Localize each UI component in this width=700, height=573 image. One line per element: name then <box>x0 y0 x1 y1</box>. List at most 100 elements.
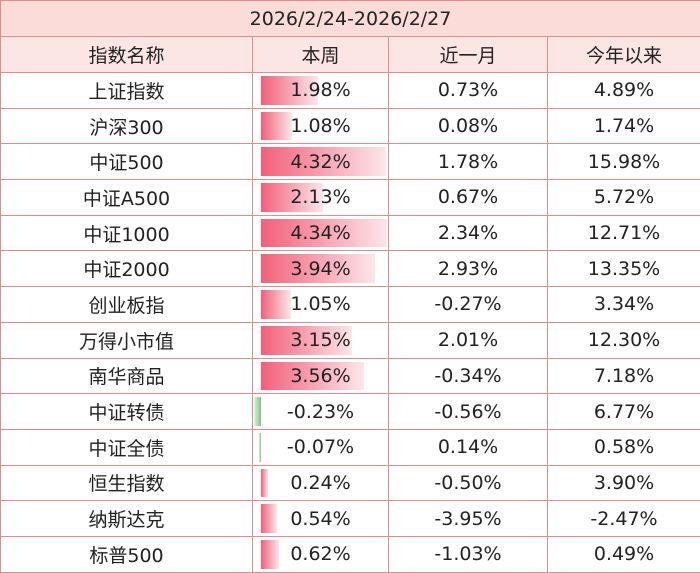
week-cell: -0.07% <box>253 429 389 465</box>
cell-text: 3.15% <box>290 329 350 351</box>
cell: 2.93% <box>389 251 548 287</box>
week-cell: 3.15% <box>253 322 389 358</box>
cell-text: 1.08% <box>290 115 350 137</box>
cell: 0.73% <box>389 73 548 109</box>
table-row: 中证A500 2.13% 0.67%5.72% <box>1 180 700 216</box>
week-cell: 0.24% <box>253 465 389 501</box>
data-bar <box>259 433 261 462</box>
index-name: 上证指数 <box>1 73 253 109</box>
cell: 12.71% <box>548 215 700 251</box>
cell: 3.34% <box>548 287 700 323</box>
index-name: 中证全债 <box>1 429 253 465</box>
week-cell: 3.94% <box>253 251 389 287</box>
cell: 5.72% <box>548 180 700 216</box>
data-bar <box>261 469 268 498</box>
table-row: 南华商品 3.56% -0.34%7.18% <box>1 358 700 394</box>
index-name: 沪深300 <box>1 108 253 144</box>
index-name: 万得小市值 <box>1 322 253 358</box>
week-cell: 2.13% <box>253 180 389 216</box>
cell: 1.78% <box>389 144 548 180</box>
cell-text: -0.23% <box>287 401 354 423</box>
week-cell: 0.54% <box>253 501 389 537</box>
column-header: 本周 <box>253 37 389 73</box>
column-header: 今年以来 <box>548 37 700 73</box>
cell-text: 1.05% <box>290 293 350 315</box>
data-bar <box>261 290 291 319</box>
cell: -0.34% <box>389 358 548 394</box>
table-row: 中证500 4.32% 1.78%15.98% <box>1 144 700 180</box>
cell-text: 3.94% <box>290 258 350 280</box>
cell: -0.27% <box>389 287 548 323</box>
cell-text: 1.98% <box>290 79 350 101</box>
index-name: 标普500 <box>1 536 253 572</box>
table-row: 中证2000 3.94% 2.93%13.35% <box>1 251 700 287</box>
cell-text: 4.34% <box>290 222 350 244</box>
week-cell: 1.08% <box>253 108 389 144</box>
data-bar <box>261 540 279 569</box>
data-bar <box>254 397 261 426</box>
table-row: 中证全债 -0.07% 0.14%0.58% <box>1 429 700 465</box>
week-cell: 4.34% <box>253 215 389 251</box>
column-header: 指数名称 <box>1 37 253 73</box>
cell: -1.03% <box>389 536 548 572</box>
week-cell: -0.23% <box>253 394 389 430</box>
index-name: 中证A500 <box>1 180 253 216</box>
cell: 0.58% <box>548 429 700 465</box>
cell-text: 4.32% <box>290 151 350 173</box>
index-name: 南华商品 <box>1 358 253 394</box>
cell-text: -0.07% <box>287 436 354 458</box>
column-header: 近一月 <box>389 37 548 73</box>
cell: -0.56% <box>389 394 548 430</box>
cell-text: 2.13% <box>290 186 350 208</box>
week-cell: 1.98% <box>253 73 389 109</box>
index-name: 中证1000 <box>1 215 253 251</box>
cell-text: 0.24% <box>290 472 350 494</box>
table-row: 沪深300 1.08% 0.08%1.74% <box>1 108 700 144</box>
data-bar <box>261 504 277 533</box>
index-name: 中证2000 <box>1 251 253 287</box>
index-name: 中证转债 <box>1 394 253 430</box>
cell: 6.77% <box>548 394 700 430</box>
table-row: 创业板指 1.05% -0.27%3.34% <box>1 287 700 323</box>
cell: 1.74% <box>548 108 700 144</box>
index-name: 创业板指 <box>1 287 253 323</box>
cell: 0.14% <box>389 429 548 465</box>
week-cell: 1.05% <box>253 287 389 323</box>
title-row: 2026/2/24-2026/2/27 <box>1 1 700 37</box>
header-row: 指数名称本周近一月今年以来 <box>1 37 700 73</box>
cell: 3.90% <box>548 465 700 501</box>
table-row: 恒生指数 0.24% -0.50%3.90% <box>1 465 700 501</box>
cell: -0.50% <box>389 465 548 501</box>
week-cell: 0.62% <box>253 536 389 572</box>
cell: 0.49% <box>548 536 700 572</box>
data-bar <box>261 112 292 141</box>
cell: 4.89% <box>548 73 700 109</box>
cell: -3.95% <box>389 501 548 537</box>
cell: 15.98% <box>548 144 700 180</box>
cell: 2.01% <box>389 322 548 358</box>
cell: 13.35% <box>548 251 700 287</box>
table-row: 中证转债 -0.23% -0.56%6.77% <box>1 394 700 430</box>
table-title: 2026/2/24-2026/2/27 <box>1 1 700 37</box>
index-name: 中证500 <box>1 144 253 180</box>
week-cell: 3.56% <box>253 358 389 394</box>
cell-text: 3.56% <box>290 365 350 387</box>
table-row: 中证1000 4.34% 2.34%12.71% <box>1 215 700 251</box>
cell-text: 0.62% <box>290 543 350 565</box>
cell: -2.47% <box>548 501 700 537</box>
cell: 12.30% <box>548 322 700 358</box>
table-row: 上证指数 1.98% 0.73%4.89% <box>1 73 700 109</box>
table-row: 纳斯达克 0.54% -3.95%-2.47% <box>1 501 700 537</box>
cell-text: 0.54% <box>290 508 350 530</box>
index-name: 恒生指数 <box>1 465 253 501</box>
cell: 7.18% <box>548 358 700 394</box>
cell: 2.34% <box>389 215 548 251</box>
index-name: 纳斯达克 <box>1 501 253 537</box>
cell: 0.67% <box>389 180 548 216</box>
table-row: 万得小市值 3.15% 2.01%12.30% <box>1 322 700 358</box>
week-cell: 4.32% <box>253 144 389 180</box>
table-row: 标普500 0.62% -1.03%0.49% <box>1 536 700 572</box>
cell: 0.08% <box>389 108 548 144</box>
